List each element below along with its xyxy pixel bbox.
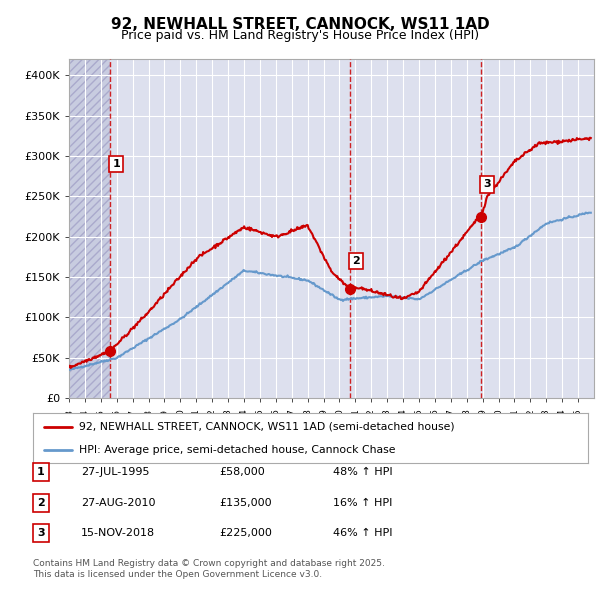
- Text: 2000: 2000: [176, 408, 185, 431]
- Text: This data is licensed under the Open Government Licence v3.0.: This data is licensed under the Open Gov…: [33, 571, 322, 579]
- Text: 2004: 2004: [239, 408, 248, 431]
- Text: Price paid vs. HM Land Registry's House Price Index (HPI): Price paid vs. HM Land Registry's House …: [121, 30, 479, 42]
- Text: 1996: 1996: [112, 408, 121, 431]
- Text: 2021: 2021: [510, 408, 519, 431]
- Text: 92, NEWHALL STREET, CANNOCK, WS11 1AD: 92, NEWHALL STREET, CANNOCK, WS11 1AD: [110, 17, 490, 31]
- Text: 2008: 2008: [303, 408, 312, 431]
- Text: 2015: 2015: [415, 408, 424, 431]
- Text: 2: 2: [352, 256, 360, 266]
- Text: 2010: 2010: [335, 408, 344, 431]
- Text: 1994: 1994: [80, 408, 89, 431]
- Text: 2003: 2003: [224, 408, 233, 431]
- Text: 2016: 2016: [430, 408, 439, 431]
- Text: 2018: 2018: [462, 408, 471, 431]
- Text: 2006: 2006: [271, 408, 280, 431]
- Text: 1999: 1999: [160, 408, 169, 431]
- Text: 27-AUG-2010: 27-AUG-2010: [81, 498, 155, 507]
- Text: 48% ↑ HPI: 48% ↑ HPI: [333, 467, 392, 477]
- Text: 2: 2: [37, 498, 44, 507]
- Text: 46% ↑ HPI: 46% ↑ HPI: [333, 529, 392, 538]
- Text: 15-NOV-2018: 15-NOV-2018: [81, 529, 155, 538]
- Text: 2009: 2009: [319, 408, 328, 431]
- Text: 1: 1: [37, 467, 44, 477]
- Text: 2012: 2012: [367, 408, 376, 431]
- Text: 1993: 1993: [65, 408, 74, 431]
- Text: 3: 3: [37, 529, 44, 538]
- Text: 1: 1: [112, 159, 120, 169]
- Text: 16% ↑ HPI: 16% ↑ HPI: [333, 498, 392, 507]
- Text: 2001: 2001: [192, 408, 201, 431]
- Text: 1995: 1995: [97, 408, 106, 431]
- Text: 2005: 2005: [256, 408, 265, 431]
- Text: £135,000: £135,000: [219, 498, 272, 507]
- Text: 2017: 2017: [446, 408, 455, 431]
- Text: 2020: 2020: [494, 408, 503, 431]
- Text: 27-JUL-1995: 27-JUL-1995: [81, 467, 149, 477]
- Text: Contains HM Land Registry data © Crown copyright and database right 2025.: Contains HM Land Registry data © Crown c…: [33, 559, 385, 568]
- Text: 1997: 1997: [128, 408, 137, 431]
- Text: £58,000: £58,000: [219, 467, 265, 477]
- Text: 2007: 2007: [287, 408, 296, 431]
- Text: 2011: 2011: [351, 408, 360, 431]
- Text: 2019: 2019: [478, 408, 487, 431]
- Text: 2022: 2022: [526, 408, 535, 431]
- Text: 2023: 2023: [542, 408, 551, 431]
- Text: 2013: 2013: [383, 408, 392, 431]
- Text: 92, NEWHALL STREET, CANNOCK, WS11 1AD (semi-detached house): 92, NEWHALL STREET, CANNOCK, WS11 1AD (s…: [79, 421, 455, 431]
- Text: 1998: 1998: [144, 408, 153, 431]
- Text: 2002: 2002: [208, 408, 217, 431]
- Text: £225,000: £225,000: [219, 529, 272, 538]
- Text: 2025: 2025: [574, 408, 583, 431]
- Text: 2014: 2014: [398, 408, 407, 431]
- Text: 2024: 2024: [557, 408, 566, 431]
- Text: HPI: Average price, semi-detached house, Cannock Chase: HPI: Average price, semi-detached house,…: [79, 445, 395, 455]
- Text: 3: 3: [483, 179, 491, 189]
